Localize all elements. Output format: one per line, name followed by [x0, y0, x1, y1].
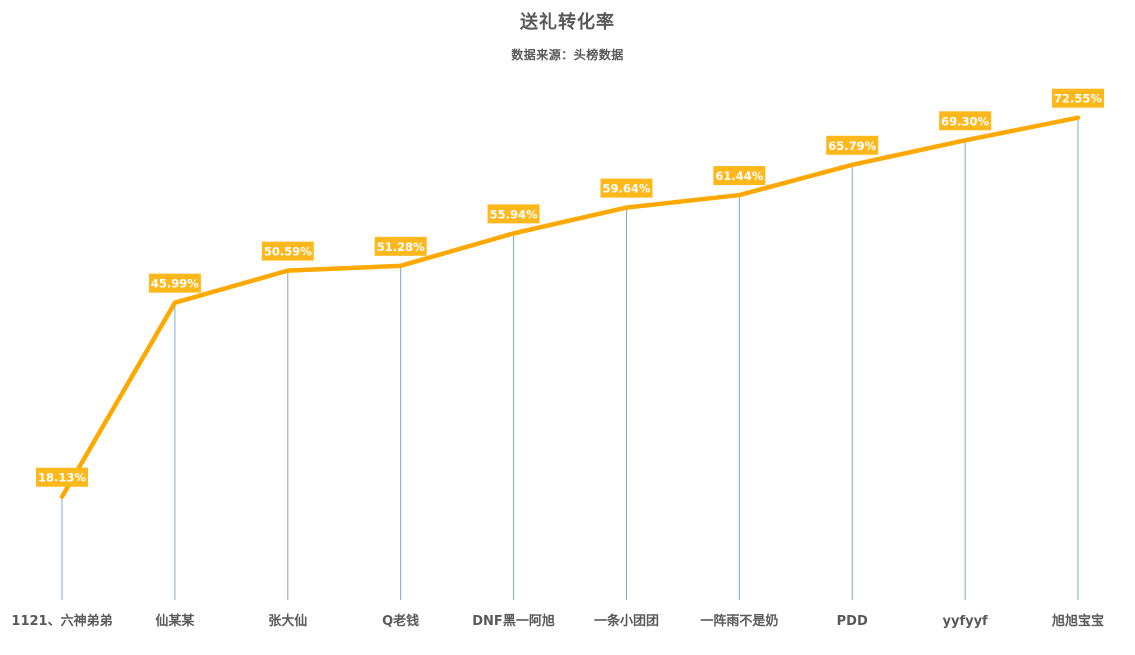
x-axis-label: Q老钱: [382, 613, 419, 629]
x-axis-label: PDD: [837, 614, 868, 629]
x-axis-label: yyfyyf: [943, 614, 989, 629]
x-axis-label: 旭旭宝宝: [1051, 613, 1104, 629]
data-label: 72.55%: [1054, 92, 1102, 106]
data-label-box: [1052, 88, 1105, 108]
x-axis-label: 张大仙: [268, 613, 307, 629]
data-label-box: [487, 204, 540, 224]
x-axis-label: 1121、六神弟弟: [11, 613, 112, 629]
data-label-box: [600, 178, 653, 198]
x-axis-label: DNF黑一阿旭: [472, 613, 555, 629]
data-label-box: [713, 166, 766, 186]
series-line: [59, 115, 1081, 499]
data-label: 45.99%: [151, 277, 199, 291]
x-axis-label: 仙某某: [155, 613, 195, 629]
data-label: 18.13%: [38, 471, 86, 485]
data-label: 61.44%: [715, 169, 763, 183]
data-label: 55.94%: [490, 207, 538, 221]
data-label-box: [261, 241, 314, 261]
data-label-box: [374, 236, 427, 256]
data-label: 50.59%: [264, 245, 312, 259]
data-label: 69.30%: [941, 114, 989, 128]
data-label-box: [36, 467, 88, 487]
data-label-box: [939, 111, 992, 131]
data-label: 65.79%: [828, 139, 876, 153]
data-label-box: [148, 273, 201, 293]
data-label-box: [826, 135, 879, 155]
data-label: 59.64%: [602, 182, 650, 196]
x-axis-label: 一阵雨不是奶: [700, 613, 778, 629]
data-label: 51.28%: [377, 240, 425, 254]
x-axis-label: 一条小团团: [594, 613, 659, 629]
